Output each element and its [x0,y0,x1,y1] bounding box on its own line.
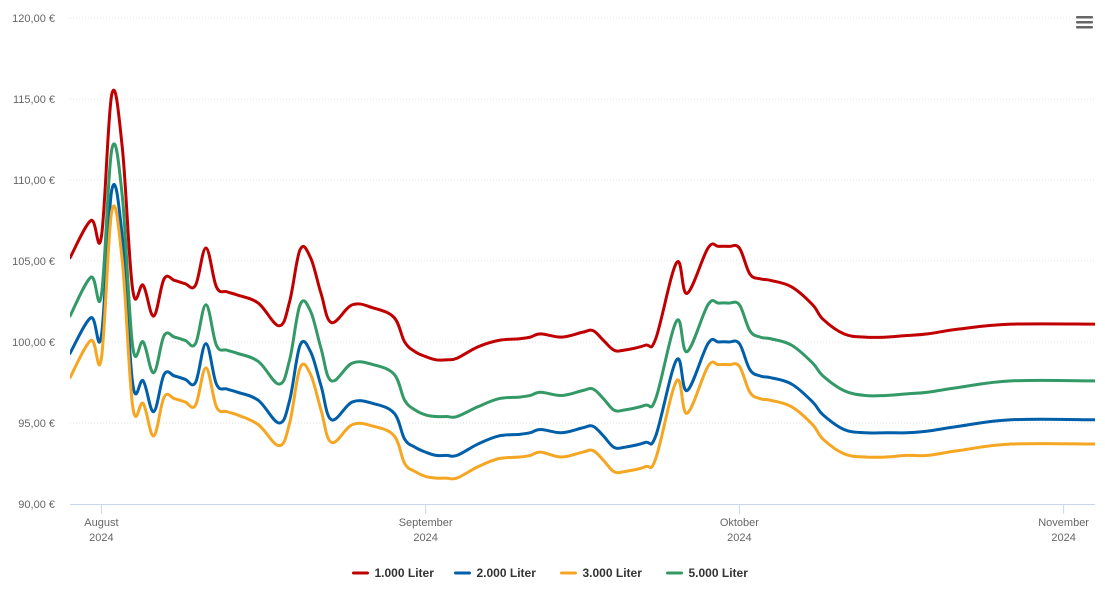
y-axis: 90,00 € 95,00 € 100,00 € 105,00 € 110,00 € 11… [12,13,55,511]
y-tick-label: 120,00 € [12,13,55,25]
legend[interactable]: 1.000 Liter 2.000 Liter 3.000 Liter 5.000 L… [352,566,749,580]
y-tick-label: 115,00 € [13,94,55,106]
x-tick-label-year: 2024 [89,532,113,544]
x-tick-label-year: 2024 [727,532,751,544]
x-tick-label-year: 2024 [413,532,437,544]
series-line-1-000-liter[interactable] [70,88,1095,362]
legend-item[interactable]: 3.000 Liter [560,566,643,580]
chart-menu-button[interactable] [1075,15,1095,31]
x-tick-label-month: September [399,517,453,529]
grid [70,17,1095,424]
legend-label: 1.000 Liter [375,566,435,580]
legend-label: 5.000 Liter [689,566,749,580]
hamburger-menu-icon-bar [1076,26,1093,29]
y-tick-label: 90,00 € [18,499,55,511]
series-line-3-000-liter[interactable] [70,204,1095,481]
x-tick-label-month: Oktober [720,517,759,529]
legend-label: 3.000 Liter [583,566,643,580]
series-line-2-000-liter[interactable] [70,182,1095,458]
series-lines [70,88,1095,481]
legend-item[interactable]: 2.000 Liter [454,566,537,580]
hamburger-menu-icon-bar [1076,21,1093,24]
series-line-5-000-liter[interactable] [70,142,1095,419]
x-tick-label-year: 2024 [1051,532,1075,544]
legend-label: 2.000 Liter [477,566,537,580]
legend-item[interactable]: 1.000 Liter [352,566,435,580]
y-tick-label: 100,00 € [12,337,55,349]
x-axis: August 2024 September 2024 Oktober 2024 Novemb… [70,504,1095,544]
x-tick-label-month: November [1038,517,1089,529]
x-tick-label-month: August [84,517,118,529]
y-tick-label: 105,00 € [12,256,55,268]
legend-item[interactable]: 5.000 Liter [666,566,749,580]
hamburger-menu-icon [1076,16,1093,19]
y-tick-label: 110,00 € [13,175,55,187]
y-tick-label: 95,00 € [18,418,55,430]
